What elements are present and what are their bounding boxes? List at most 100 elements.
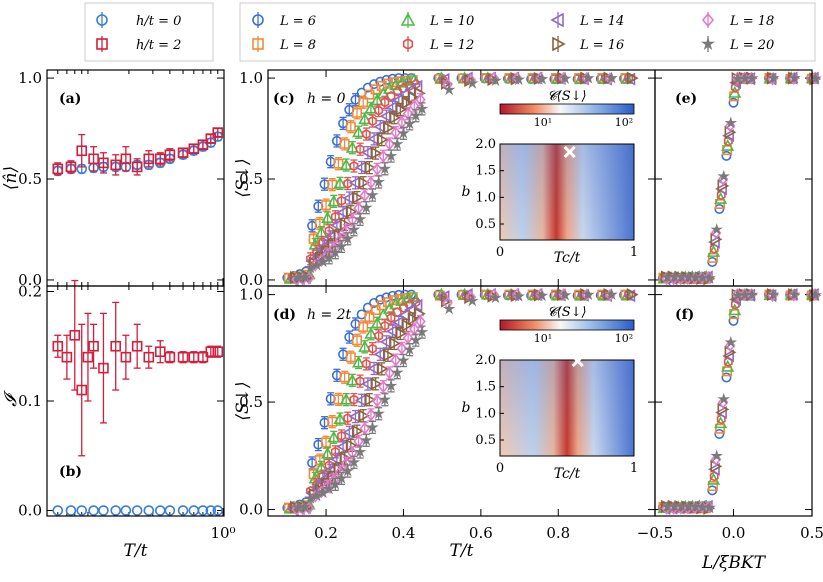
x-axis-label: T/t [124,541,148,561]
data-point [349,160,359,172]
y-tick-label: 0.5 [18,170,42,188]
series-L=16 [660,288,822,515]
inset-y-tick-label: 0.5 [475,217,496,232]
data-point [409,99,420,113]
panel-label: (d) [273,307,296,323]
data-point [98,505,109,516]
data-point [143,153,155,165]
data-point [330,211,340,222]
data-point [721,138,735,151]
data-point [366,420,379,433]
y-tick-label: 1.0 [18,69,42,87]
y-tick-label: 0.2 [18,282,42,300]
data-point [364,393,377,407]
heatmap-shade [500,144,634,240]
data-point [715,406,727,420]
data-point [339,392,353,405]
y-tick-label: 0.1 [18,392,42,410]
data-point [314,460,328,473]
data-point [361,358,371,370]
inset-y-tick-label: 2.0 [475,353,496,368]
data-point [438,292,448,303]
data-point [355,375,365,387]
y-axis-label: ⟨n̂⟩ [1,166,21,190]
data-point [710,449,723,462]
panel-e: (e) [654,71,822,286]
data-point [437,290,450,304]
panel-label: (f) [675,307,694,323]
x-axis-label: L/ξBKT [701,553,767,573]
colorbar [499,103,635,115]
best-fit-marker [571,355,584,368]
data-point [164,505,176,516]
legend-left: h/t = 0 h/t = 2 [84,2,214,62]
data-point [605,71,618,84]
data-point [409,109,423,122]
data-point [766,287,780,300]
legend-label: h/t = 2 [136,38,181,53]
data-point [703,501,716,514]
data-point [349,394,359,405]
y-axis-label: ⟨S↓⟩ [233,158,253,197]
series-L=12 [660,289,818,514]
data-point [352,125,366,138]
data-point [535,288,546,302]
x-tick-label: 0.5 [800,524,823,542]
data-point [329,477,342,490]
data-point [376,362,389,376]
legend-marker [701,36,715,50]
data-point [76,505,88,516]
data-point [212,505,224,516]
data-point [378,380,389,394]
legend-label: L = 18 [729,14,774,29]
data-point [703,271,716,284]
data-point [88,505,99,516]
inset-y-tick-label: 0.5 [475,433,496,448]
data-point [582,288,595,301]
data-point [120,351,132,363]
data-point [65,505,77,516]
data-point [728,303,742,316]
series-L=6 [657,289,817,513]
data-point [327,194,341,207]
data-point [110,159,122,171]
data-point [696,271,709,284]
data-point [707,481,718,492]
data-point [364,161,377,175]
data-point [358,321,369,332]
x-tick-label: 0.6 [469,524,493,542]
y-tick-label: 0.0 [18,271,42,289]
legend-label: L = 20 [729,38,774,53]
data-point [715,182,727,196]
y-tick-label: 0.5 [239,170,263,188]
data-point [405,299,415,310]
data-point [410,298,423,312]
data-point [298,270,311,283]
data-point [321,211,335,224]
data-point [707,252,718,263]
data-point [415,102,429,115]
x-tick-label: 10⁰ [210,524,235,542]
inset-frame [499,143,635,241]
data-point [380,97,390,108]
series-L=20 [291,71,618,284]
data-point [722,349,734,363]
data-point [345,352,356,363]
data-point [512,73,526,86]
data-point [345,140,359,153]
colorbar-tick-label: 10² [615,332,633,345]
series-a [52,127,224,176]
data-point [382,121,395,135]
inset-x-tick-label: 1 [630,461,638,476]
inset-y-tick-label: 1.0 [475,190,496,205]
data-point [395,326,408,341]
data-point [415,93,426,107]
data-point [341,232,355,245]
inset-y-label: b [462,400,471,416]
data-point [205,505,217,516]
data-point [205,346,217,358]
series-L=8 [658,289,817,514]
data-point [360,433,373,446]
